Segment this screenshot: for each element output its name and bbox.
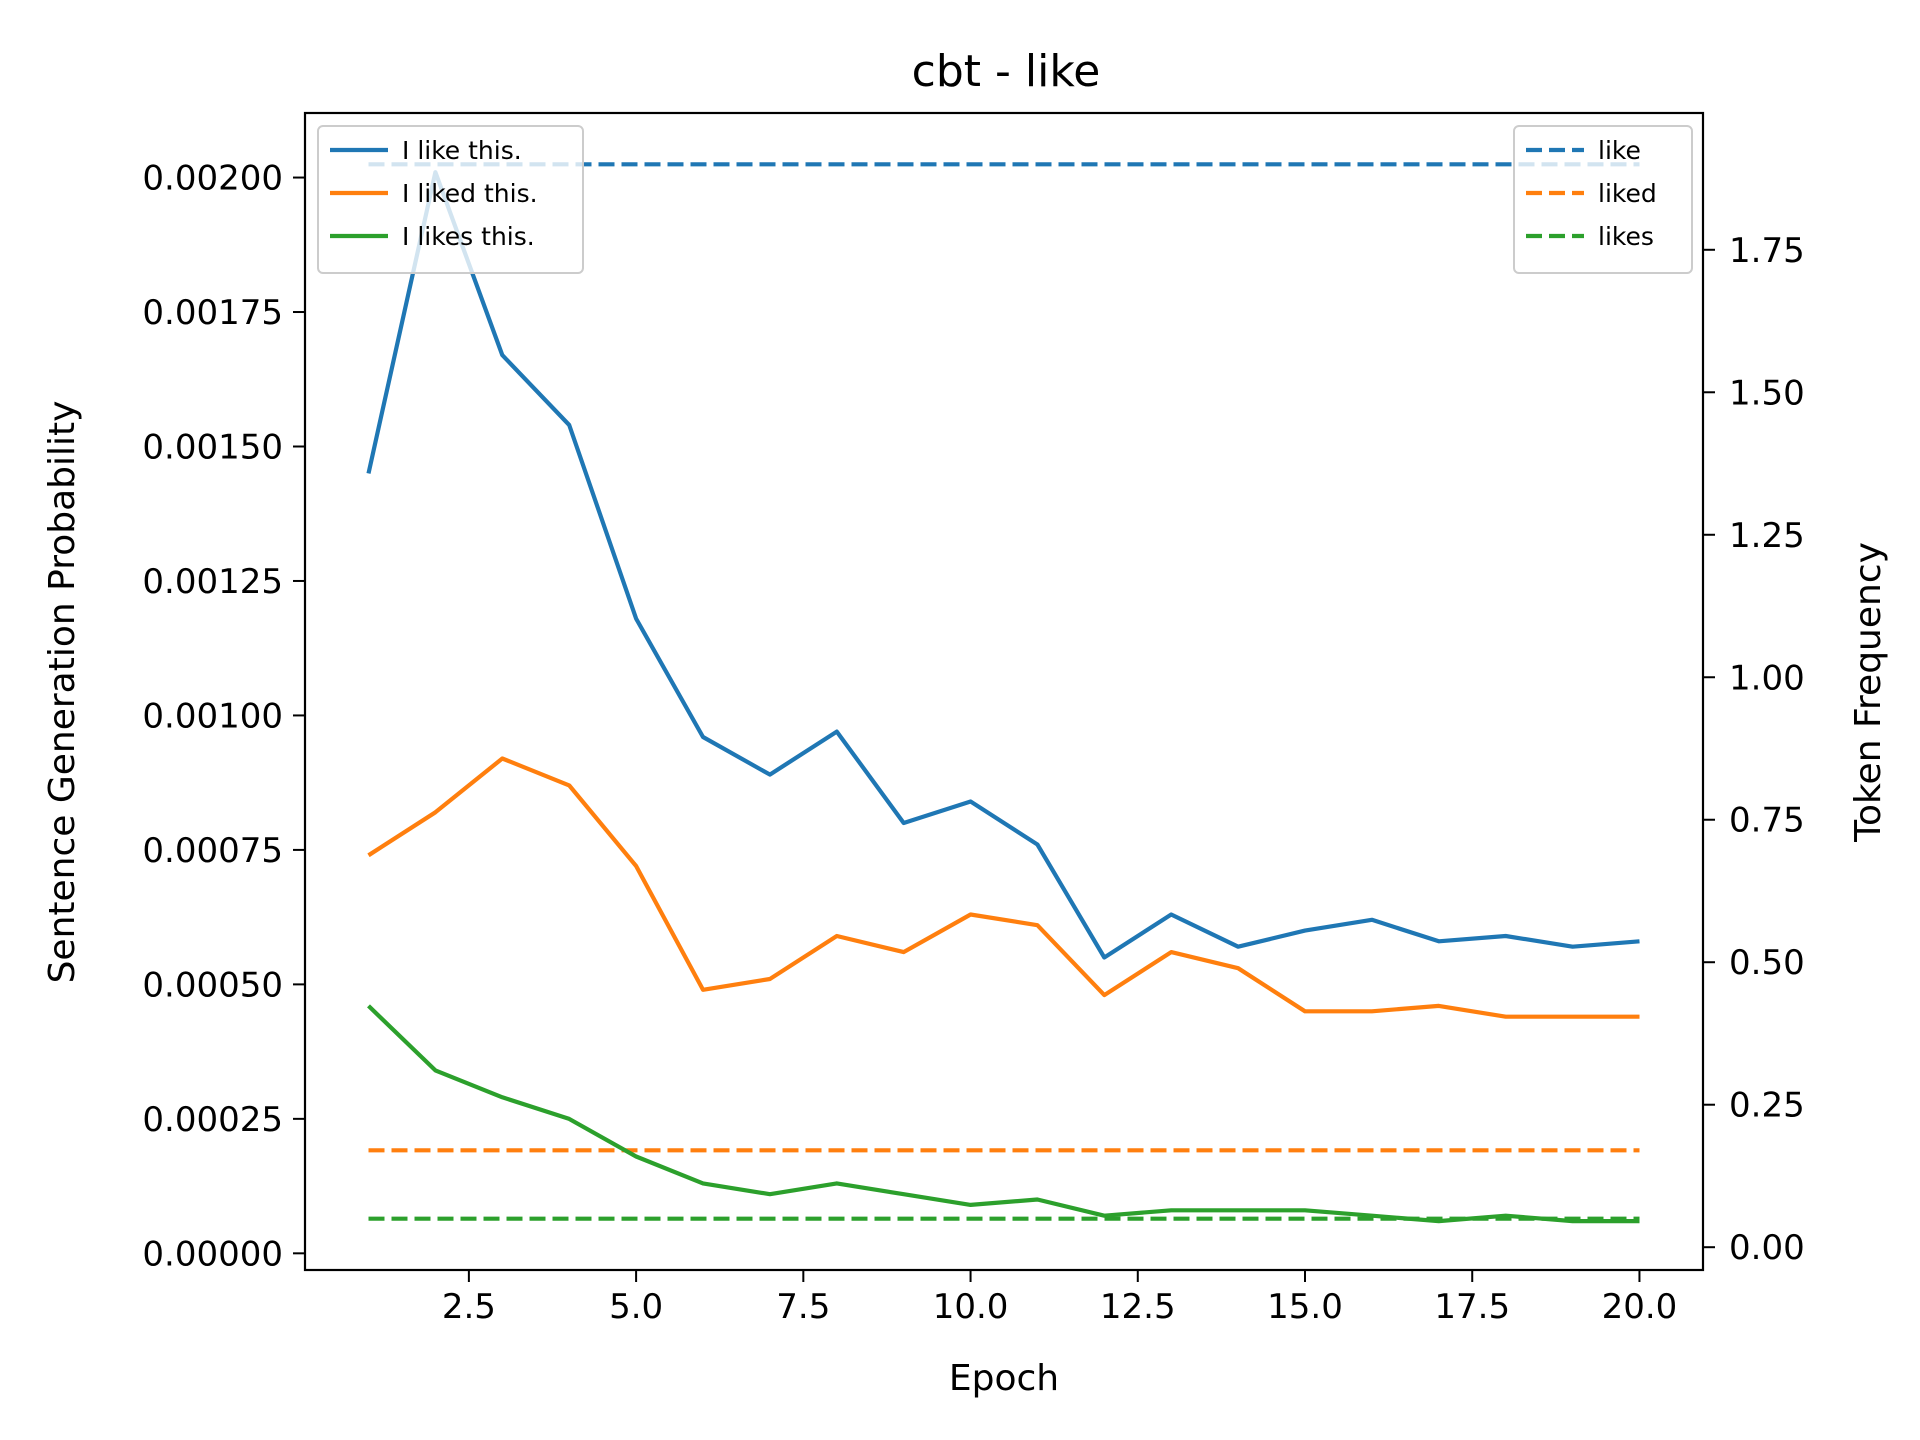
y-right-tick-label: 0.25 (1729, 1086, 1805, 1126)
y-left-tick-label: 0.00150 (142, 427, 283, 467)
x-tick-label: 5.0 (609, 1287, 663, 1327)
y-right-tick-label: 0.00 (1729, 1228, 1805, 1268)
y-left-tick-label: 0.00025 (142, 1100, 283, 1140)
legend-sentences: I like this. I liked this. I likes this. (317, 125, 584, 274)
x-tick-label: 17.5 (1434, 1287, 1510, 1327)
x-tick-label: 15.0 (1267, 1287, 1343, 1327)
y-axis-left-label: Sentence Generation Probability (42, 401, 83, 984)
y-left-tick-label: 0.00100 (142, 696, 283, 736)
legend-label-likes: likes (1598, 222, 1654, 251)
y-left-tick-label: 0.00075 (142, 831, 283, 871)
y-axis-left: 0.00000 0.00025 0.00050 0.00075 0.00100 0.001… (142, 159, 305, 1274)
y-left-tick-label: 0.00000 (142, 1234, 283, 1274)
legend-tokens: like liked likes (1513, 125, 1693, 274)
chart-title: cbt - like (912, 46, 1101, 97)
plot-frame (303, 111, 1705, 1272)
y-axis-right-label: Token Frequency (1848, 542, 1889, 843)
x-axis-label: Epoch (949, 1358, 1059, 1399)
legend-label-liked: liked (1598, 179, 1657, 208)
y-axis-right: 0.00 0.25 0.50 0.75 1.00 1.25 1.50 1.75 (1703, 231, 1805, 1268)
x-tick-label: 10.0 (933, 1287, 1009, 1327)
series-line-i-like-this (366, 170, 1640, 960)
x-tick-label: 12.5 (1100, 1287, 1176, 1327)
y-right-tick-label: 1.00 (1729, 658, 1805, 698)
y-right-tick-label: 1.75 (1729, 231, 1805, 271)
x-tick-label: 7.5 (776, 1287, 830, 1327)
x-tick-label: 2.5 (442, 1287, 496, 1327)
y-left-tick-label: 0.00200 (142, 159, 283, 199)
y-right-tick-label: 0.50 (1729, 943, 1805, 983)
y-right-tick-label: 0.75 (1729, 801, 1805, 841)
legend-label-i-liked-this: I liked this. (402, 179, 538, 208)
series-line-i-liked-this (367, 756, 1640, 1019)
legend-label-i-like-this: I like this. (402, 136, 522, 165)
x-tick-label: 20.0 (1602, 1287, 1678, 1327)
legend-label-i-likes-this: I likes this. (402, 222, 535, 251)
y-left-tick-label: 0.00125 (142, 562, 283, 602)
y-left-tick-label: 0.00175 (142, 293, 283, 333)
x-axis: 2.5 5.0 7.5 10.0 12.5 15.0 17.5 20.0 (442, 1270, 1677, 1327)
y-right-tick-label: 1.50 (1729, 373, 1805, 413)
y-left-tick-label: 0.00050 (142, 965, 283, 1005)
series-line-i-likes-this (367, 1004, 1640, 1224)
legend-label-like: like (1598, 136, 1641, 165)
y-right-tick-label: 1.25 (1729, 516, 1805, 556)
